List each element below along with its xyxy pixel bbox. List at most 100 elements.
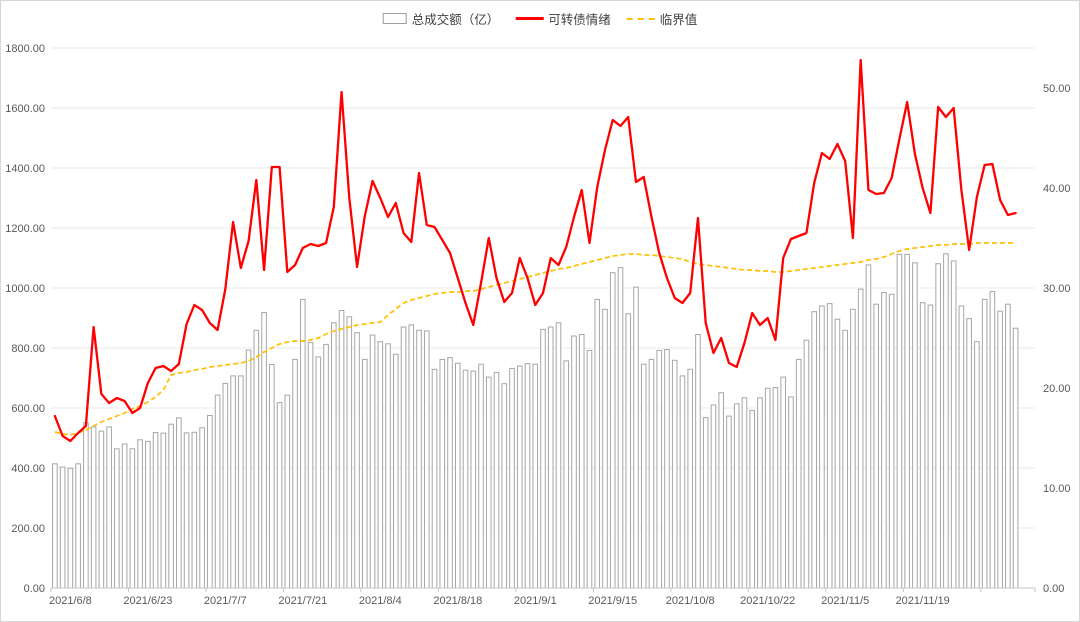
bar	[749, 409, 756, 589]
left-axis-label: 400.00	[11, 463, 45, 475]
bar	[478, 363, 484, 589]
bar	[702, 417, 709, 589]
bar	[462, 369, 469, 589]
bar	[865, 264, 872, 589]
bar	[896, 253, 903, 589]
bar	[1012, 327, 1019, 589]
bar	[292, 358, 298, 589]
bar	[586, 349, 593, 589]
bar	[106, 426, 112, 589]
bar	[664, 349, 670, 589]
bar	[176, 417, 182, 589]
left-axis-label: 200.00	[11, 523, 45, 535]
bar	[392, 353, 399, 589]
x-axis-label: 2021/6/23	[123, 595, 172, 607]
bar	[199, 427, 205, 589]
x-axis-label: 2021/10/22	[740, 595, 795, 607]
bar	[966, 318, 972, 589]
bar	[873, 303, 879, 589]
bar	[168, 423, 174, 589]
bar	[617, 267, 624, 589]
sentiment-line	[53, 58, 1017, 443]
legend-item-volume[interactable]: 总成交额（亿）	[382, 9, 499, 28]
x-axis-label: 2021/9/1	[514, 595, 557, 607]
x-axis-label: 2021/10/8	[666, 595, 715, 607]
right-axis-label: 0.00	[1043, 583, 1064, 595]
right-axis-label: 50.00	[1043, 83, 1071, 95]
bar	[826, 303, 833, 589]
bar	[431, 368, 438, 589]
bar	[338, 310, 345, 589]
bar	[718, 392, 725, 589]
bar	[857, 288, 864, 589]
bar	[881, 292, 887, 589]
left-axis-label: 1200.00	[5, 223, 45, 235]
bar	[741, 397, 748, 589]
bar	[578, 334, 585, 589]
bar	[152, 432, 159, 589]
bar	[927, 304, 934, 589]
bar	[98, 430, 105, 589]
x-axis-label: 2021/7/7	[204, 595, 247, 607]
bar	[75, 463, 81, 589]
bar-series-swatch-icon	[382, 13, 407, 24]
right-axis-label: 30.00	[1043, 283, 1071, 295]
bar	[408, 324, 415, 589]
bar	[222, 382, 229, 589]
bar	[640, 363, 647, 589]
left-axis-label: 1400.00	[5, 163, 45, 175]
bar	[59, 466, 66, 589]
legend-item-sentiment[interactable]: 可转债情绪	[515, 9, 611, 28]
bar	[547, 326, 554, 589]
x-axis-label: 2021/6/8	[49, 595, 92, 607]
bar	[509, 367, 515, 589]
bar	[912, 262, 918, 589]
legend-label-sentiment: 可转债情绪	[548, 13, 611, 27]
bar	[516, 365, 523, 589]
bar	[331, 322, 337, 589]
left-axis-label: 0.00	[24, 583, 45, 595]
bar	[795, 358, 802, 589]
dashed-series-swatch-icon	[626, 17, 655, 20]
bar	[609, 272, 616, 589]
bar	[625, 313, 632, 589]
bar	[470, 370, 477, 589]
bar	[671, 359, 678, 589]
bar	[780, 376, 786, 589]
left-axis-label: 1000.00	[5, 283, 45, 295]
bar	[788, 396, 794, 589]
bar	[757, 397, 763, 589]
left-axis-label: 1800.00	[5, 43, 45, 55]
bar	[315, 356, 322, 589]
bar	[594, 298, 601, 589]
legend-item-threshold[interactable]: 临界值	[626, 9, 698, 28]
threshold-line	[54, 242, 1016, 436]
bar	[555, 322, 562, 589]
bar	[323, 343, 329, 589]
bar	[997, 310, 1003, 589]
bar	[307, 342, 314, 589]
bar	[532, 363, 539, 589]
bar	[679, 375, 686, 589]
bar	[485, 376, 492, 589]
bar	[454, 362, 461, 589]
right-axis-label: 40.00	[1043, 183, 1071, 195]
bar	[385, 343, 391, 589]
bar	[1005, 303, 1011, 589]
bar	[943, 253, 949, 589]
legend-label-threshold: 临界值	[659, 13, 698, 27]
bar	[191, 431, 198, 589]
line-series-swatch-icon	[515, 17, 544, 20]
bar	[904, 253, 910, 589]
bar	[214, 394, 221, 589]
bar	[269, 364, 275, 589]
bar	[90, 426, 97, 589]
bar	[129, 448, 136, 589]
x-axis-label: 2021/8/18	[433, 595, 482, 607]
bar	[989, 291, 996, 589]
bar	[842, 329, 848, 589]
bar	[377, 341, 384, 589]
bar	[447, 357, 453, 589]
bar	[493, 372, 500, 589]
